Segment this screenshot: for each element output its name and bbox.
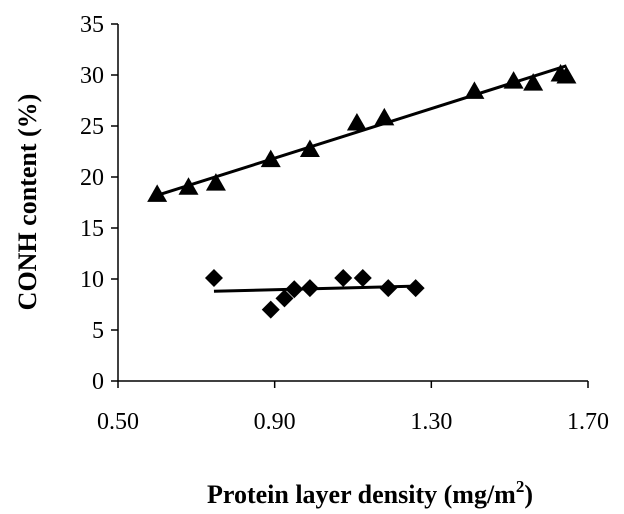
triangle-point <box>374 107 395 126</box>
diamond-point <box>334 268 353 287</box>
diamond-point <box>379 279 398 298</box>
x-axis-title-close: ) <box>524 480 533 509</box>
diamond-point <box>300 279 319 298</box>
trendline-triangle <box>156 64 567 197</box>
triangle-point <box>346 112 367 131</box>
triangle-point <box>147 184 168 202</box>
tick-labels: 0 5 10 15 20 25 30 35 0.50 0.90 1.30 1.70 <box>80 12 609 435</box>
x-axis-title: Protein layer density (mg/m2) <box>207 477 533 509</box>
y-tick-label: 20 <box>80 165 104 191</box>
plot-area <box>147 63 577 319</box>
diamond-point <box>406 279 425 298</box>
triangle-point <box>260 149 281 168</box>
y-tick-label: 15 <box>80 216 104 242</box>
triangle-point <box>299 139 320 157</box>
diamond-point <box>204 268 223 287</box>
triangle-point <box>523 73 544 91</box>
x-tick-label: 1.70 <box>567 409 609 435</box>
diamond-point <box>261 300 280 319</box>
x-tick-label: 1.30 <box>410 409 452 435</box>
triangle-point <box>464 81 485 99</box>
triangle-point <box>178 177 199 195</box>
x-axis-title-main: Protein layer density (mg/m <box>207 480 516 509</box>
series-diamond <box>204 268 425 319</box>
triangle-point <box>556 66 577 84</box>
y-tick-label: 30 <box>80 63 104 89</box>
y-tick-label: 0 <box>92 369 104 395</box>
axes <box>111 23 589 388</box>
series-triangle <box>147 63 577 202</box>
y-axis-title: CONH content (%) <box>13 94 42 311</box>
y-tick-label: 25 <box>80 114 104 140</box>
triangle-point <box>205 173 226 191</box>
y-tick-label: 10 <box>80 267 104 293</box>
y-tick-label: 35 <box>80 12 104 38</box>
diamond-point <box>275 289 294 308</box>
x-axis-title-superscript: 2 <box>516 477 525 496</box>
diamond-point <box>353 268 372 287</box>
diamond-point <box>285 280 304 299</box>
x-tick-label: 0.90 <box>254 409 296 435</box>
x-tick-label: 0.50 <box>97 409 139 435</box>
triangle-point <box>503 71 524 89</box>
y-tick-label: 5 <box>92 318 104 344</box>
